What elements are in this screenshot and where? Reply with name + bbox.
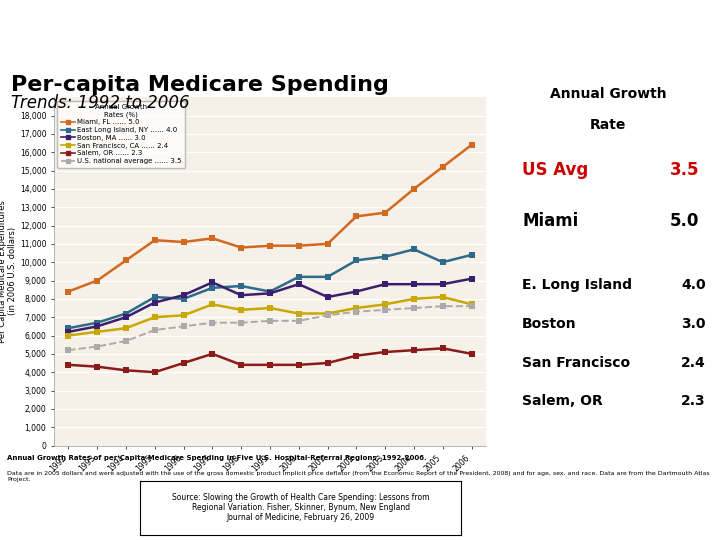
Text: Source: Slowing the Growth of Health Care Spending: Lessons from
Regional Variat: Source: Slowing the Growth of Health Car… bbox=[172, 492, 429, 523]
Text: Annual Growth Rates of per Capita Medicare Spending in Five U.S. Hospital-Referr: Annual Growth Rates of per Capita Medica… bbox=[7, 455, 427, 461]
Text: FOR HEALTH POLICY & CLINICAL PRACTICE: FOR HEALTH POLICY & CLINICAL PRACTICE bbox=[529, 506, 644, 511]
Text: 3.0: 3.0 bbox=[681, 316, 706, 330]
Text: Boston: Boston bbox=[522, 316, 577, 330]
Text: US Avg: US Avg bbox=[522, 161, 588, 179]
Text: Per-capita Medicare Spending: Per-capita Medicare Spending bbox=[11, 75, 389, 94]
Y-axis label: Per Capita Medicare Expenditures
(in 2006 U.S. dollars): Per Capita Medicare Expenditures (in 200… bbox=[0, 200, 17, 343]
Text: 2.4: 2.4 bbox=[681, 355, 706, 369]
Text: San Francisco: San Francisco bbox=[522, 355, 630, 369]
Text: where knowledge informs change: where knowledge informs change bbox=[546, 521, 629, 526]
Text: 5.0: 5.0 bbox=[670, 212, 699, 230]
Text: 3.5: 3.5 bbox=[670, 161, 699, 179]
Text: 3: 3 bbox=[697, 6, 709, 24]
Text: 2.3: 2.3 bbox=[681, 394, 706, 408]
Text: Rate: Rate bbox=[590, 118, 626, 132]
Text: Miami: Miami bbox=[522, 212, 578, 230]
Text: Trends: 1992 to 2006: Trends: 1992 to 2006 bbox=[11, 94, 189, 112]
Text: Data are in 2005 dollars and were adjusted with the use of the gross domestic pr: Data are in 2005 dollars and were adjust… bbox=[7, 471, 710, 482]
Text: Annual Growth: Annual Growth bbox=[550, 87, 667, 102]
Text: Salem, OR: Salem, OR bbox=[522, 394, 603, 408]
Text: E. Long Island: E. Long Island bbox=[522, 278, 632, 292]
Text: THE DARTMOUTH INSTITUTE: THE DARTMOUTH INSTITUTE bbox=[531, 492, 643, 499]
Legend: Miami, FL ...... 5.0, East Long Island, NY ...... 4.0, Boston, MA ...... 3.0, Sa: Miami, FL ...... 5.0, East Long Island, … bbox=[58, 100, 185, 167]
Text: 4.0: 4.0 bbox=[681, 278, 706, 292]
